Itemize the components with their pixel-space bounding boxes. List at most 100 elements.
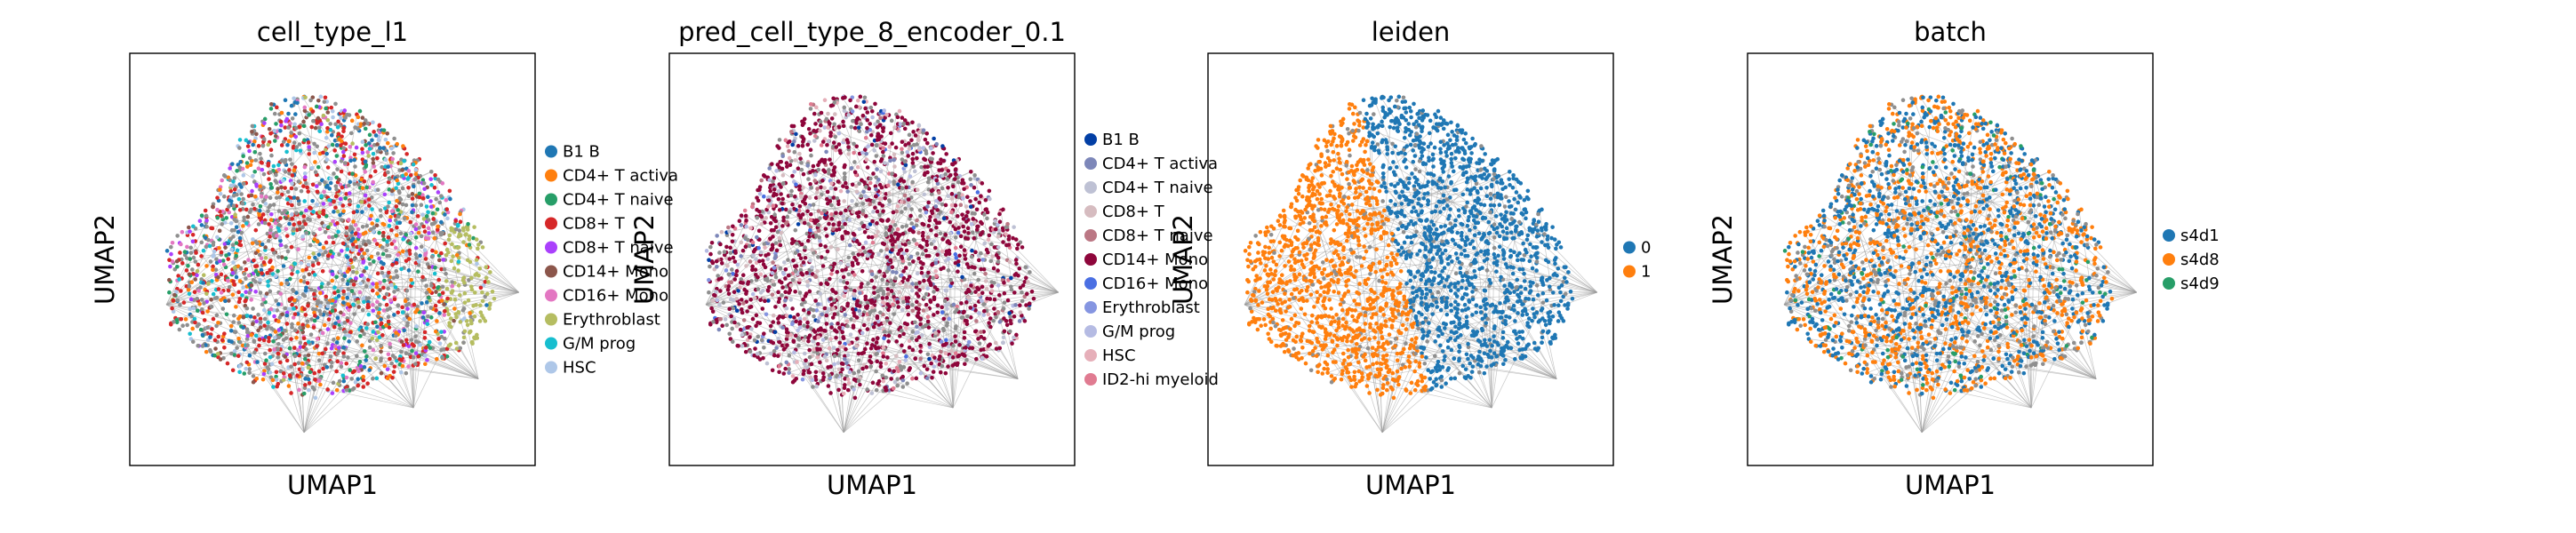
scatter-point [257, 343, 261, 348]
scatter-point [790, 379, 796, 385]
scatter-point [1023, 265, 1028, 269]
scatter-point [841, 274, 846, 280]
scatter-point [928, 214, 932, 219]
scatter-point [332, 148, 337, 153]
scatter-point [440, 355, 445, 361]
scatter-point [293, 112, 298, 116]
scatter-point [348, 179, 353, 185]
legend-item: HSC [545, 359, 596, 378]
scatter-point [281, 178, 285, 183]
scatter-point [946, 301, 951, 306]
scatter-point [311, 231, 316, 236]
scatter-point [375, 155, 380, 161]
scatter-point [979, 347, 983, 353]
scatter-point [229, 339, 234, 344]
scatter-point [401, 144, 405, 148]
scatter-point [452, 266, 457, 271]
scatter-point [1014, 261, 1019, 266]
scatter-point [976, 337, 980, 341]
scatter-point [167, 277, 172, 282]
scatter-point [233, 330, 238, 335]
scatter-point [256, 313, 260, 317]
scatter-point [807, 289, 812, 294]
scatter-point [169, 244, 173, 250]
scatter-point [844, 285, 848, 290]
scatter-point [235, 248, 240, 253]
scatter-point [371, 120, 375, 125]
scatter-point [405, 321, 411, 325]
scatter-point [801, 371, 806, 377]
scatter-point [716, 327, 722, 332]
scatter-point [196, 343, 201, 348]
graph-edge [284, 127, 418, 176]
scatter-point [297, 367, 302, 372]
scatter-point [843, 313, 848, 317]
scatter-point [870, 380, 876, 386]
scatter-point [932, 297, 937, 302]
scatter-point [882, 330, 887, 334]
scatter-point [311, 210, 316, 214]
scatter-point [360, 254, 364, 259]
scatter-point [860, 208, 866, 213]
scatter-point [389, 146, 394, 151]
scatter-point [815, 187, 820, 191]
scatter-point [755, 195, 759, 200]
scatter-point [399, 266, 404, 272]
scatter-point [884, 269, 890, 274]
scatter-point [345, 247, 350, 252]
scatter-point [881, 146, 886, 151]
scatter-point [237, 208, 243, 212]
scatter-point [251, 277, 256, 282]
scatter-point [925, 319, 931, 324]
scatter-point [360, 150, 365, 155]
legend-label: Erythroblast [563, 311, 660, 330]
scatter-point [465, 322, 470, 328]
scatter-point [341, 125, 347, 131]
scatter-point [234, 225, 239, 229]
scatter-point [751, 249, 756, 254]
scatter-point [346, 287, 351, 291]
scatter-point [444, 279, 449, 283]
scatter-point [414, 255, 420, 260]
scatter-point [449, 259, 454, 264]
scatter-point [408, 219, 413, 225]
scatter-point [779, 185, 783, 189]
scatter-point [730, 339, 735, 345]
scatter-point [227, 204, 231, 209]
scatter-point [398, 231, 404, 236]
scatter-point [188, 257, 193, 261]
scatter-point [935, 310, 940, 315]
scatter-point [324, 151, 329, 156]
scatter-point [806, 310, 812, 315]
scatter-point [771, 179, 775, 184]
scatter-point [397, 220, 403, 226]
scatter-point [363, 193, 368, 198]
scatter-point [834, 335, 838, 340]
scatter-point [307, 145, 311, 149]
scatter-point [903, 163, 908, 168]
scatter-point [203, 208, 208, 213]
scatter-point [929, 282, 933, 288]
scatter-point [356, 227, 361, 232]
scatter-point [1012, 335, 1016, 340]
scatter-point [983, 271, 988, 276]
scatter-point [909, 207, 914, 211]
scatter-point [419, 234, 424, 239]
scatter-point [318, 248, 323, 253]
scatter-point [804, 365, 810, 370]
scatter-point [355, 270, 359, 275]
scatter-point [336, 289, 340, 294]
scatter-point [186, 287, 191, 292]
scatter-point [272, 347, 276, 352]
scatter-point [920, 251, 925, 257]
scatter-point [258, 277, 262, 282]
scatter-point [970, 230, 975, 235]
scatter-point [187, 291, 192, 297]
scatter-point [309, 124, 315, 130]
scatter-point [481, 283, 486, 288]
scatter-point [452, 306, 457, 311]
scatter-point [806, 127, 812, 131]
scatter-point [277, 195, 283, 200]
scatter-point [854, 337, 860, 341]
scatter-point [231, 260, 236, 265]
